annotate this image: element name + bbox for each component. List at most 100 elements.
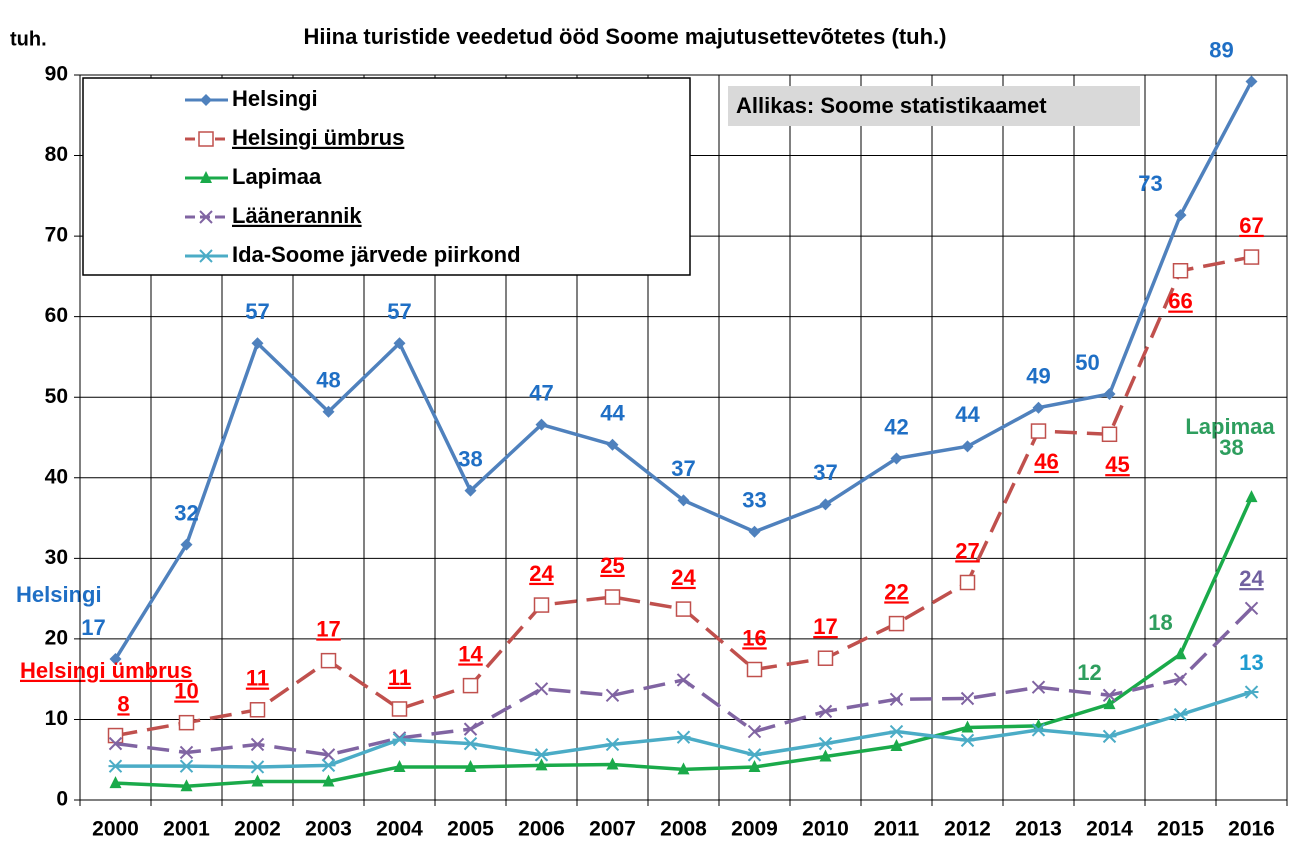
marker [676, 673, 691, 687]
marker [605, 688, 620, 702]
marker [393, 759, 406, 772]
data-label: 66 [1168, 289, 1192, 314]
annotation: Helsingi ümbrus [20, 658, 192, 683]
data-label: 50 [1075, 350, 1099, 375]
marker [1102, 729, 1117, 744]
data-label: 16 [742, 625, 766, 650]
marker [748, 525, 761, 538]
legend-label: Lapimaa [232, 164, 322, 189]
marker [1172, 263, 1189, 279]
data-label: 48 [316, 368, 340, 393]
x-tick-label: 2012 [944, 818, 991, 841]
y-tick-label: 90 [45, 63, 68, 86]
marker [889, 692, 904, 707]
marker [534, 682, 549, 696]
marker [1174, 647, 1187, 660]
data-label: 11 [388, 665, 411, 690]
data-label: 18 [1148, 610, 1172, 635]
marker [1101, 426, 1118, 443]
y-tick-label: 0 [56, 788, 68, 811]
data-label: 67 [1239, 213, 1263, 238]
data-label: 42 [884, 414, 908, 439]
marker [890, 739, 903, 752]
marker [1243, 249, 1260, 265]
marker [819, 749, 832, 762]
marker [250, 760, 265, 774]
marker [321, 748, 336, 762]
x-tick-label: 2015 [1157, 818, 1204, 841]
marker [677, 762, 690, 775]
data-label: 44 [955, 402, 980, 427]
marker [1174, 209, 1187, 222]
legend: Helsingi Helsingi ümbrus Lapimaa Lääneranni… [82, 77, 691, 276]
marker [1103, 388, 1116, 400]
marker [747, 748, 762, 762]
marker [251, 337, 264, 350]
marker [1173, 707, 1188, 722]
marker [1103, 697, 1116, 710]
data-label: 57 [387, 299, 411, 324]
legend-box [82, 77, 691, 276]
x-tick-label: 2000 [92, 818, 139, 841]
marker [199, 210, 213, 224]
marker [109, 776, 122, 789]
marker [605, 737, 620, 752]
data-label: 17 [813, 614, 837, 639]
plot-border [79, 74, 1288, 801]
legend-label: Ida-Soome järvede piirkond [232, 242, 521, 267]
chart-title: Hiina turistide veedetud ööd Soome majut… [304, 24, 947, 49]
annotation: Lapimaa [1185, 414, 1275, 439]
source-box [728, 86, 1140, 126]
marker [1245, 490, 1258, 503]
marker [464, 759, 477, 772]
data-label: 46 [1034, 449, 1058, 474]
marker [179, 759, 194, 773]
data-label: 49 [1026, 364, 1050, 389]
legend-label: Helsingi [232, 86, 318, 111]
data-label: 33 [742, 488, 766, 513]
data-label: 17 [81, 615, 105, 640]
data-label: 89 [1209, 37, 1233, 62]
marker [107, 727, 124, 744]
legend-label: Helsingi ümbrus [232, 125, 404, 150]
series-line [115, 496, 1254, 789]
marker [320, 652, 337, 669]
series-line [115, 690, 1253, 769]
data-label: 17 [316, 616, 340, 641]
x-tick-label: 2005 [447, 818, 494, 841]
marker [677, 494, 690, 507]
y-tick-label: 80 [45, 143, 68, 166]
x-tick-label: 2001 [163, 818, 210, 841]
marker [960, 691, 975, 706]
data-label: 14 [458, 641, 483, 666]
marker [746, 661, 763, 678]
marker [391, 701, 408, 717]
data-label: 37 [671, 456, 695, 481]
marker [817, 650, 834, 666]
data-label: 37 [813, 460, 837, 485]
marker [818, 704, 833, 719]
data-label: 57 [245, 299, 269, 324]
marker [604, 589, 621, 605]
marker [1031, 723, 1046, 737]
marker [322, 405, 335, 418]
y-tick-label: 70 [45, 224, 68, 247]
marker [464, 484, 477, 497]
marker [961, 720, 974, 733]
y-axis-label: tuh. [10, 28, 47, 50]
marker [392, 732, 407, 747]
marker [179, 745, 194, 760]
data-label: 24 [1239, 566, 1264, 591]
marker [180, 779, 193, 792]
marker [606, 438, 619, 451]
annotation: Allikas: Soome statistikaamet [736, 93, 1047, 118]
marker [108, 736, 123, 751]
marker [251, 774, 264, 787]
y-tick-label: 30 [45, 546, 68, 569]
marker [747, 724, 762, 739]
marker [961, 440, 974, 453]
marker [533, 597, 550, 613]
marker [180, 538, 193, 551]
marker [889, 724, 904, 739]
x-tick-label: 2014 [1086, 818, 1133, 841]
